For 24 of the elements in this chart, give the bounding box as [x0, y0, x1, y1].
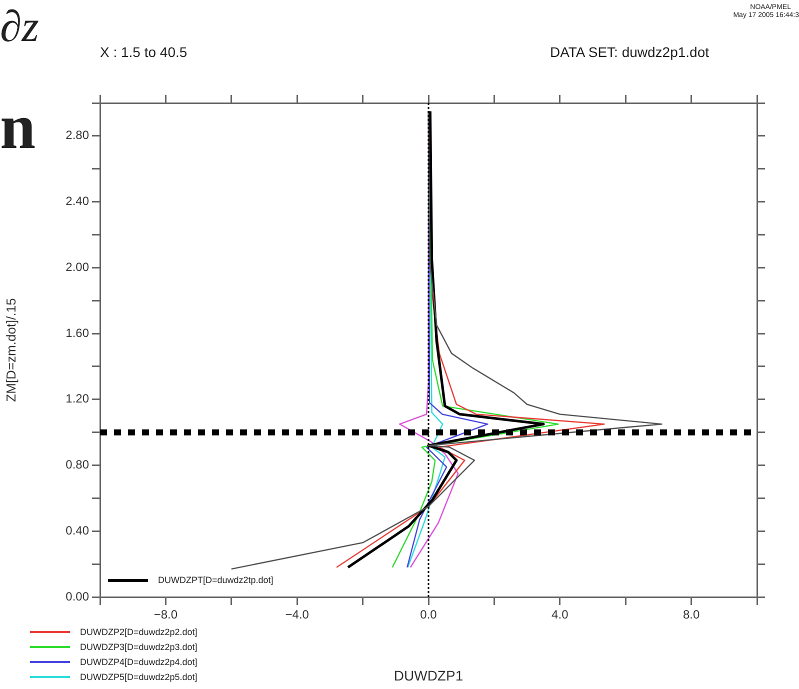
y-tick-label: 0.40 [66, 523, 90, 538]
text: X : 1.5 to 40.5 [100, 44, 188, 60]
legend-label: DUWDZPT[D=duwdz2tp.dot] [158, 575, 274, 585]
legend-label: DUWDZP4[D=duwdz2p4.dot] [80, 657, 198, 667]
y-tick-label: 2.40 [66, 194, 90, 208]
legend-label: DUWDZP2[D=duwdz2p2.dot] [80, 627, 198, 637]
legend-label: DUWDZP3[D=duwdz2p3.dot] [80, 642, 198, 652]
x-tick-label: −4.0 [285, 608, 310, 622]
text: n [0, 91, 36, 162]
y-tick-label: 0.80 [66, 458, 90, 472]
text: ∂z [0, 2, 39, 52]
y-tick-label: 2.80 [66, 128, 90, 142]
y-axis-title: ZM[D=zm.dot]/.15 [3, 298, 18, 402]
y-tick-label: 0.00 [66, 589, 90, 604]
x-tick-label: −8.0 [154, 608, 178, 622]
x-tick-label: 8.0 [682, 608, 700, 622]
text: DATA SET: duwdz2p1.dot [550, 44, 709, 60]
y-tick-label: 2.00 [66, 260, 90, 274]
x-axis-title: DUWDZP1 [394, 667, 464, 684]
x-tick-label: 4.0 [552, 608, 569, 622]
x-tick-label: 0.0 [420, 608, 438, 622]
y-tick-label: 1.60 [66, 326, 90, 340]
y-tick-label: 1.20 [66, 392, 90, 406]
legend-label: DUWDZP5[D=duwdz2p5.dot] [80, 672, 198, 682]
